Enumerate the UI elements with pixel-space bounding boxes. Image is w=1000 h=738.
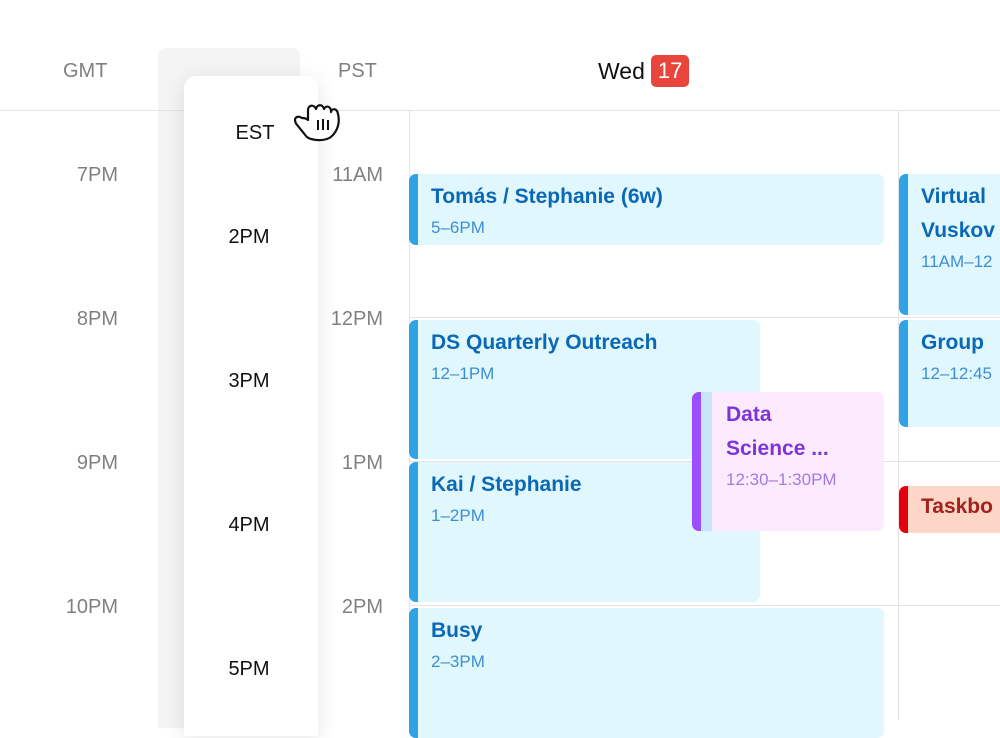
est-hour: 5PM: [228, 658, 270, 680]
pst-hour: 2PM: [341, 596, 383, 618]
est-hour: 4PM: [228, 514, 270, 536]
event-title-line: Vuskov: [921, 219, 995, 242]
gmt-hour: 10PM: [65, 596, 118, 618]
pst-hour: 12PM: [330, 308, 383, 330]
event-group[interactable]: Group 12–12:45: [899, 320, 1000, 427]
grab-hand-icon: [293, 104, 340, 142]
date-badge: 17: [650, 55, 690, 87]
event-title-line: Data: [726, 403, 772, 426]
header-divider: [0, 110, 1000, 111]
day-column-divider: [898, 110, 899, 720]
event-title: Group: [921, 331, 984, 354]
event-time: 12:30–1:30PM: [726, 470, 837, 489]
gmt-hour: 9PM: [76, 452, 118, 474]
event-title: Data Science ...: [726, 398, 884, 466]
est-timezone-column-dragging[interactable]: [184, 76, 318, 736]
event-title: Tomás / Stephanie (6w): [431, 185, 663, 208]
tz-label-est: EST: [235, 122, 275, 144]
event-tomas-stephanie[interactable]: Tomás / Stephanie (6w) 5–6PM: [409, 174, 884, 245]
event-title-line: Science ...: [726, 437, 829, 460]
pst-hour: 1PM: [341, 452, 383, 474]
event-time: 11AM–12: [921, 252, 993, 271]
day-header[interactable]: Wed 17: [598, 55, 690, 87]
event-title: Taskbo: [921, 495, 993, 518]
event-title: Virtual Vuskov: [921, 180, 1000, 248]
est-hour: 2PM: [228, 226, 270, 248]
gmt-hour: 7PM: [76, 164, 118, 186]
event-title: Kai / Stephanie: [431, 473, 582, 496]
event-taskbo[interactable]: Taskbo: [899, 486, 1000, 533]
hour-line: [409, 317, 1000, 318]
hour-line: [409, 605, 1000, 606]
event-title: Busy: [431, 619, 483, 642]
event-time: 1–2PM: [431, 506, 485, 525]
event-time: 2–3PM: [431, 652, 485, 671]
gmt-hour: 8PM: [76, 308, 118, 330]
est-hour: 3PM: [228, 370, 270, 392]
event-time: 5–6PM: [431, 218, 485, 237]
pst-hour: 11AM: [332, 164, 383, 186]
tz-label-gmt: GMT: [63, 60, 108, 82]
event-virtual-vuskov[interactable]: Virtual Vuskov 11AM–12: [899, 174, 1000, 315]
event-data-science[interactable]: Data Science ... 12:30–1:30PM: [692, 392, 884, 531]
event-title: DS Quarterly Outreach: [431, 331, 658, 354]
event-time: 12–1PM: [431, 364, 495, 383]
tz-label-pst: PST: [338, 60, 377, 82]
day-name: Wed: [598, 57, 645, 84]
event-title-line: Virtual: [921, 185, 986, 208]
event-time: 12–12:45: [921, 364, 992, 383]
event-busy[interactable]: Busy 2–3PM: [409, 608, 884, 738]
